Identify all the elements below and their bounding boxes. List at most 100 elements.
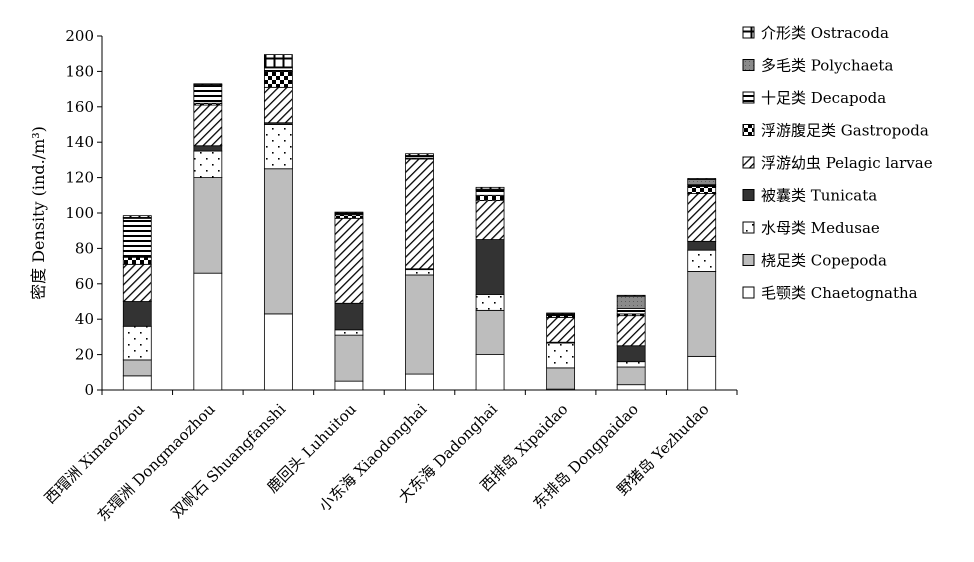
y-tick-label: 140 xyxy=(65,133,94,151)
bar-segment-pelagic-larvae xyxy=(334,217,364,304)
bar-segment-tunicata xyxy=(193,145,223,152)
bar-segment-pelagic-larvae xyxy=(475,200,505,240)
bar-segment-decapoda xyxy=(616,308,646,315)
bar-segment-decapoda xyxy=(193,85,223,104)
bar-segment-decapoda xyxy=(263,67,293,72)
bar-segment-medusae xyxy=(334,329,364,336)
y-tick-label: 200 xyxy=(65,27,94,45)
bar-segment-tunicata xyxy=(334,302,364,331)
x-axis xyxy=(101,389,738,395)
legend-entry: 介形类 Ostracoda xyxy=(761,24,889,42)
bar-segment-pelagic-larvae xyxy=(193,104,223,147)
legend-entry: 十足类 Decapoda xyxy=(761,89,886,107)
bar-segment-decapoda xyxy=(122,217,152,258)
bar-segment-ostracoda xyxy=(122,215,152,218)
bar-segment-pelagic-larvae xyxy=(263,86,293,124)
bar-segment-ostracoda xyxy=(334,211,364,214)
legend-swatch xyxy=(742,286,755,299)
bar-segment-chaetognatha xyxy=(263,313,293,391)
bar-segment-gastropoda xyxy=(475,194,505,202)
bar-segment-chaetognatha xyxy=(405,373,434,391)
bar-segment-chaetognatha xyxy=(193,272,223,391)
bar-segment-polychaeta xyxy=(616,295,646,309)
bar-segment-ostracoda xyxy=(475,186,505,190)
bar-segment-tunicata xyxy=(616,345,646,363)
bar-segment-pelagic-larvae xyxy=(687,193,717,242)
bar-segment-ostracoda xyxy=(405,153,434,156)
bar-segment-chaetognatha xyxy=(475,354,505,391)
bar-segment-medusae xyxy=(546,342,576,369)
bar-segment-ostracoda xyxy=(193,83,223,86)
legend-entry: 桡足类 Copepoda xyxy=(761,252,887,270)
bar-segment-pelagic-larvae xyxy=(122,263,152,302)
bar-segment-copepoda xyxy=(616,366,646,386)
y-tick-label: 0 xyxy=(84,381,94,399)
bar-segment-chaetognatha xyxy=(334,380,364,391)
y-tick-label: 20 xyxy=(75,346,94,364)
legend-swatch xyxy=(742,59,755,71)
bar-segment-ostracoda xyxy=(616,294,646,297)
bar-segment-pelagic-larvae xyxy=(546,317,576,343)
bar-segment-chaetognatha xyxy=(687,355,717,391)
bar-segment-medusae xyxy=(475,294,505,311)
bar-segment-pelagic-larvae xyxy=(616,315,646,347)
category-label: 双帆石 Shuangfanshi xyxy=(168,400,290,522)
bar-segment-tunicata xyxy=(122,301,152,327)
bar-segment-copepoda xyxy=(334,334,364,382)
category-label: 东瑁洲 Dongmaozhou xyxy=(94,400,219,525)
bar-segment-ostracoda xyxy=(546,312,576,315)
bar-segment-copepoda xyxy=(687,271,717,357)
bar-segment-ostracoda xyxy=(687,178,717,180)
bar-segment-ostracoda xyxy=(263,54,293,68)
y-tick-label: 40 xyxy=(75,310,94,328)
legend-swatch xyxy=(742,221,755,234)
legend-entry: 被囊类 Tunicata xyxy=(761,187,877,205)
legend: 介形类 Ostracoda 多毛类 Polychaeta 十足类 Decapoda 浮… xyxy=(742,24,933,302)
bar-segment-chaetognatha xyxy=(616,384,646,391)
legend-swatch xyxy=(742,26,755,39)
legend-swatch xyxy=(742,189,755,201)
legend-swatch xyxy=(742,156,755,169)
y-tick-label: 160 xyxy=(65,98,94,116)
bar-segment-medusae xyxy=(616,361,646,368)
bar-segment-copepoda xyxy=(263,168,293,315)
legend-swatch xyxy=(742,124,755,136)
bar-segment-copepoda xyxy=(405,274,434,375)
y-tick-label: 80 xyxy=(75,239,94,257)
bar-segment-gastropoda xyxy=(687,186,717,194)
legend-entry: 毛颚类 Chaetognatha xyxy=(761,284,918,302)
y-axis: 0 20 40 60 80 100 120 140 160 180 200 xyxy=(65,27,103,399)
legend-entry: 多毛类 Polychaeta xyxy=(761,57,893,75)
bar-segment-tunicata xyxy=(475,239,505,295)
legend-entry: 浮游腹足类 Gastropoda xyxy=(761,122,929,140)
bar-segment-gastropoda xyxy=(122,256,152,265)
bar-segment-medusae xyxy=(263,124,293,170)
legend-entry: 水母类 Medusae xyxy=(761,219,880,237)
y-axis-label: 密度 Density (ind./m³) xyxy=(29,126,48,300)
bar-segment-medusae xyxy=(405,269,434,276)
bar-segment-medusae xyxy=(687,249,717,272)
bar-segment-chaetognatha xyxy=(122,375,152,391)
y-tick-label: 120 xyxy=(65,169,94,187)
bar-segment-gastropoda xyxy=(334,214,364,219)
bar-segment-gastropoda xyxy=(263,71,293,88)
legend-entry: 浮游幼虫 Pelagic larvae xyxy=(761,154,933,172)
bar-segment-polychaeta xyxy=(687,178,717,186)
bar-segment-pelagic-larvae xyxy=(405,158,434,270)
y-tick-label: 100 xyxy=(65,204,94,222)
y-tick-label: 180 xyxy=(65,62,94,80)
bar-segment-copepoda xyxy=(475,309,505,356)
bar-segment-tunicata xyxy=(687,240,717,251)
legend-swatch xyxy=(742,91,755,104)
bar-segment-copepoda xyxy=(122,359,152,377)
bar-segment-decapoda xyxy=(475,189,505,196)
legend-swatch xyxy=(742,254,755,266)
bars xyxy=(122,54,717,391)
bar-segment-medusae xyxy=(193,150,223,179)
y-tick-label: 60 xyxy=(75,275,94,293)
bar-segment-copepoda xyxy=(546,367,576,390)
bar-segment-medusae xyxy=(122,325,152,361)
bar-segment-copepoda xyxy=(193,177,223,274)
